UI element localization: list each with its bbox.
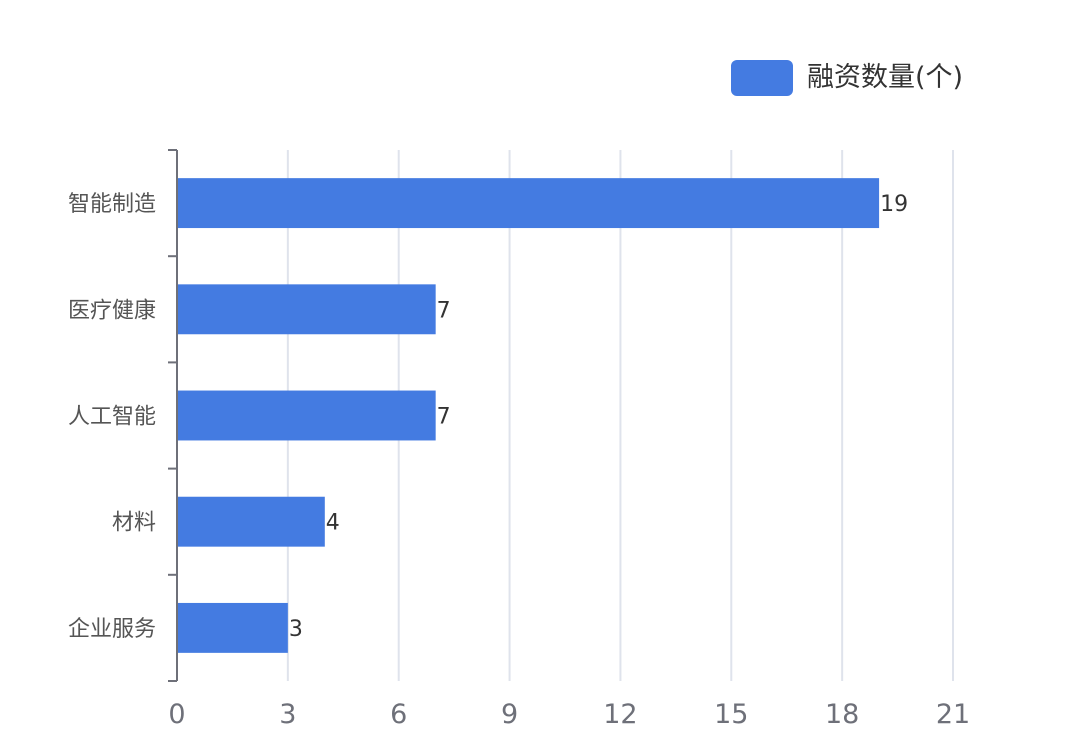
bar: [177, 178, 880, 229]
labels: 0 3 6 9 12 15 18 21 19 智能制造 7 医疗健康 7 人工智能 4 材料 3 企业服务: [68, 192, 970, 730]
category-label: 企业服务: [68, 617, 156, 642]
x-tick-label: 12: [603, 699, 637, 730]
x-tick-label: 9: [501, 699, 518, 730]
x-tick-label: 15: [714, 699, 748, 730]
bar: [177, 602, 288, 653]
grid-lines: [286, 150, 954, 681]
x-tick-label: 3: [279, 699, 296, 730]
x-tick-label: 18: [825, 699, 859, 730]
category-label: 人工智能: [68, 405, 156, 430]
legend: 融资数量(个): [731, 60, 963, 96]
data-label: 3: [289, 617, 303, 642]
bar: [177, 496, 325, 547]
data-label: 19: [880, 192, 908, 217]
legend-label: 融资数量(个): [807, 62, 964, 93]
x-tick-label: 21: [936, 699, 970, 730]
data-label: 7: [437, 298, 451, 323]
x-tick-label: 6: [390, 699, 407, 730]
axes: [168, 149, 178, 682]
bars: [177, 178, 880, 653]
data-label: 7: [437, 405, 451, 430]
category-label: 医疗健康: [68, 298, 156, 323]
category-label: 材料: [112, 511, 156, 536]
x-tick-label: 0: [168, 699, 185, 730]
bar: [177, 390, 436, 441]
data-label: 4: [326, 511, 340, 536]
category-label: 智能制造: [68, 192, 156, 217]
bar: [177, 284, 436, 335]
legend-swatch: [731, 60, 793, 96]
